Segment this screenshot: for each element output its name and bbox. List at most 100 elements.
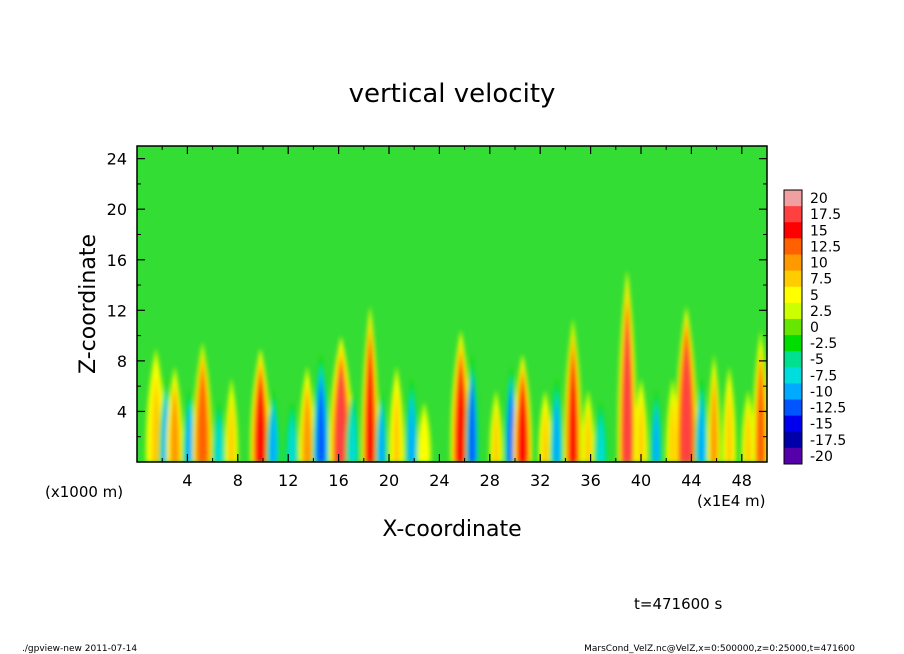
plume-band-17-3	[408, 397, 415, 462]
colorbar-segment	[784, 399, 802, 417]
x-tick-label: 32	[530, 471, 550, 490]
plume-band-3-3	[186, 407, 194, 462]
colorbar-label: 2.5	[810, 304, 832, 320]
plume-band-16-3	[393, 388, 400, 462]
plume-band-10-3	[303, 388, 311, 462]
plume-band-34-3	[698, 397, 705, 462]
plume-band-18-3	[421, 416, 428, 462]
footer-left: ./gpview-new 2011-07-14	[22, 644, 137, 654]
footer-right: MarsCond_VelZ.nc@VelZ,x=0:500000,z=0:250…	[584, 644, 855, 654]
plume-band-33-3	[681, 342, 692, 462]
colorbar-segment	[784, 254, 802, 272]
colorbar-label: -10	[810, 384, 833, 400]
y-axis-label: Z-coordinate	[76, 234, 101, 374]
plume-band-32-3	[669, 397, 676, 462]
plume-band-21-3	[493, 407, 500, 462]
plume-band-20-3	[469, 379, 476, 462]
colorbar-label: -7.5	[810, 368, 837, 384]
colorbar-label: 0	[810, 320, 819, 336]
y-tick-label: 8	[117, 352, 127, 371]
x-tick-label: 20	[379, 471, 399, 490]
x-tick-label: 24	[429, 471, 449, 490]
colorbar-segment	[784, 431, 802, 449]
colorbar-segment	[784, 447, 802, 465]
y-tick-label: 20	[107, 200, 127, 219]
x-axis-label: X-coordinate	[382, 517, 521, 542]
plume-band-11-3	[317, 379, 325, 462]
plume-band-26-3	[568, 352, 578, 462]
colorbar-label: -2.5	[810, 336, 837, 352]
y-tick-label: 24	[107, 150, 127, 169]
colorbar-segment	[784, 415, 802, 433]
plume-band-9-3	[288, 416, 296, 462]
plume-band-5-3	[215, 416, 222, 462]
x-axis: 4 8 12 16 20 24 28 32 36 40 44 48	[161, 146, 752, 490]
x-tick-label: 4	[182, 471, 192, 490]
plume-band-14-3	[366, 342, 374, 462]
plume-band-4-3	[197, 370, 208, 462]
plume-band-6-3	[228, 397, 235, 462]
colorbar-segment	[784, 238, 802, 255]
y-tick-label: 4	[117, 402, 127, 421]
plume-band-37-3	[745, 407, 752, 462]
plume-band-19-3	[456, 361, 466, 462]
colorbar-label: 15	[810, 223, 828, 239]
colorbar-segment	[784, 302, 802, 320]
x-tick-label: 8	[233, 471, 243, 490]
plume-band-35-3	[711, 379, 718, 462]
colorbar-frame	[783, 189, 803, 465]
x-tick-label: 36	[580, 471, 600, 490]
plume-band-31-3	[653, 407, 659, 462]
y-tick-label: 16	[107, 251, 127, 270]
colorbar-segment	[784, 206, 802, 223]
time-label: t=471600 s	[634, 595, 722, 613]
colorbar-segment	[784, 335, 802, 352]
colorbar-label: -17.5	[810, 433, 846, 449]
plume-band-12-3	[335, 365, 347, 462]
plume-band-27-3	[585, 407, 592, 462]
x-tick-label: 12	[278, 471, 298, 490]
plume-band-13-3	[349, 407, 356, 462]
colorbar-segment	[784, 383, 802, 401]
colorbar: 2017.51512.5107.552.50-2.5-5-7.5-10-12.5…	[783, 189, 846, 465]
plume-band-29-3	[622, 315, 632, 462]
colorbar-label: 12.5	[810, 239, 841, 255]
x-tick-label: 48	[732, 471, 752, 490]
colorbar-segment	[784, 318, 802, 336]
plume-band-2-3	[170, 388, 179, 462]
colorbar-label: -15	[810, 417, 833, 433]
colorbar-label: 7.5	[810, 272, 832, 288]
x-tick-label: 16	[328, 471, 348, 490]
plume-band-24-3	[542, 407, 549, 462]
colorbar-segment	[784, 367, 802, 384]
plume-band-22-3	[508, 388, 515, 462]
y-tick-label: 12	[107, 301, 127, 320]
plume-band-28-3	[597, 416, 604, 462]
colorbar-label: -12.5	[810, 401, 846, 417]
y-axis: 4 8 12 16 20 24	[107, 150, 767, 438]
x-tick-label: 40	[631, 471, 651, 490]
colorbar-segment	[784, 286, 802, 304]
colorbar-segment	[784, 270, 802, 288]
plot-frame	[136, 145, 768, 463]
colorbar-label: -5	[810, 352, 824, 368]
colorbar-segment	[784, 190, 802, 207]
colorbar-label: 20	[810, 191, 828, 207]
x-tick-label: 44	[681, 471, 701, 490]
plume-band-30-3	[637, 397, 645, 462]
plume-band-7-3	[255, 374, 266, 462]
colorbar-label: -20	[810, 449, 833, 465]
plume-band-8-3	[270, 407, 277, 462]
x-unit-right: (x1E4 m)	[697, 492, 766, 510]
plume-band-25-3	[553, 397, 560, 462]
plume-band-36-3	[726, 388, 733, 462]
colorbar-segment	[784, 222, 802, 239]
colorbar-segment	[784, 351, 802, 368]
colorbar-label: 10	[810, 256, 828, 272]
colorbar-label: 17.5	[810, 207, 841, 223]
chart-title: vertical velocity	[349, 79, 556, 109]
x-unit-left: (x1000 m)	[45, 483, 123, 501]
plume-band-23-3	[518, 379, 527, 462]
plume-band-0-3	[151, 374, 161, 462]
